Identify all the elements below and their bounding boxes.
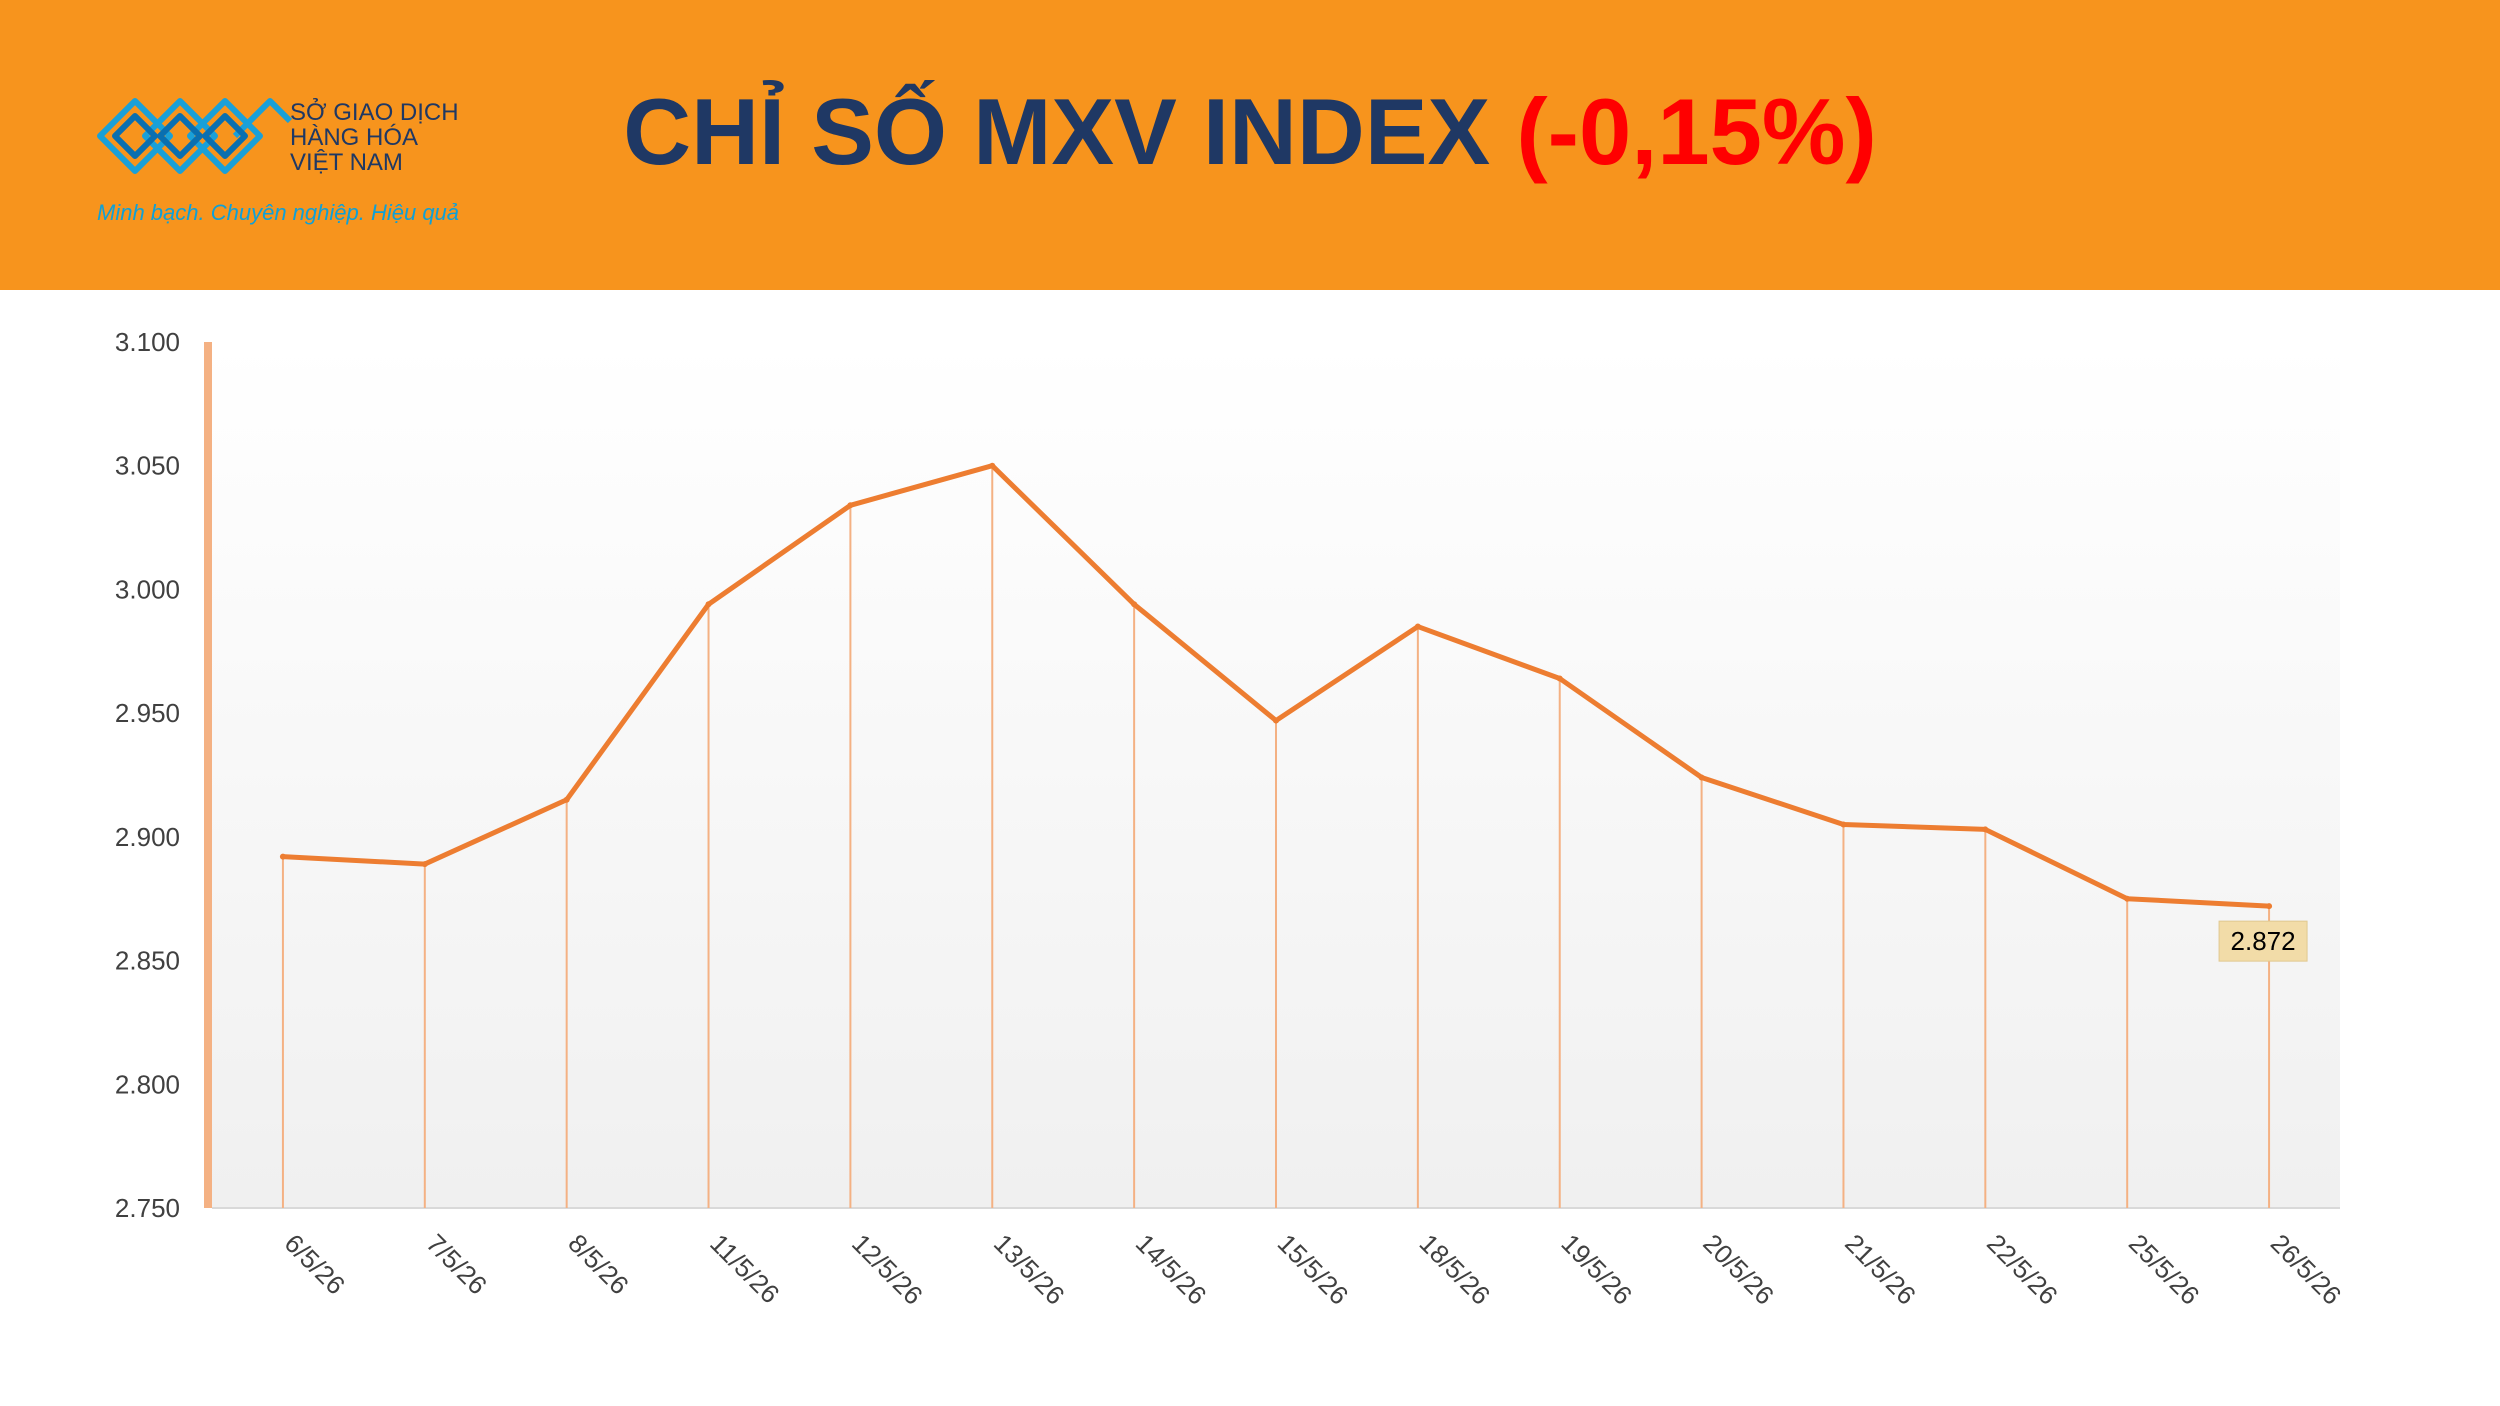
y-ticks: 2.750 2.800 2.850 2.900 2.950 3.000 3.050 3.100 bbox=[115, 327, 180, 1223]
data-point bbox=[2124, 895, 2131, 902]
y-tick-label: 2.900 bbox=[115, 822, 180, 852]
data-point bbox=[1556, 675, 1563, 682]
data-labels: 2.872 bbox=[2218, 920, 2308, 962]
x-tick-label: 13/5/26 bbox=[988, 1228, 1071, 1311]
x-tick-label: 18/5/26 bbox=[1414, 1228, 1497, 1311]
x-tick-label: 15/5/26 bbox=[1272, 1228, 1355, 1311]
drop-lines bbox=[281, 465, 2271, 1208]
y-axis-bar bbox=[204, 342, 212, 1208]
data-point bbox=[847, 502, 854, 509]
data-point bbox=[1414, 623, 1421, 630]
data-label-box bbox=[2218, 920, 2308, 962]
x-tick-label: 25/5/26 bbox=[2123, 1228, 2206, 1311]
y-tick-label: 2.950 bbox=[115, 698, 180, 728]
x-tick-label: 11/5/26 bbox=[704, 1228, 785, 1309]
y-tick-label: 3.100 bbox=[115, 327, 180, 357]
y-tick-label: 2.800 bbox=[115, 1069, 180, 1099]
data-label: 2.872 bbox=[2231, 926, 2296, 956]
x-tick-label: 12/5/26 bbox=[846, 1228, 929, 1311]
data-point bbox=[1982, 826, 1989, 833]
title-main: CHỈ SỐ MXV INDEX bbox=[623, 79, 1491, 184]
x-tick-label: 8/5/26 bbox=[562, 1228, 634, 1300]
data-point bbox=[563, 796, 570, 803]
data-point bbox=[1273, 717, 1279, 724]
y-tick-label: 2.850 bbox=[115, 946, 180, 976]
x-tick-label: 7/5/26 bbox=[421, 1228, 493, 1300]
data-point bbox=[1698, 774, 1705, 781]
logo-line-1: SỞ GIAO DỊCH bbox=[290, 99, 459, 126]
x-ticks: 6/5/26 7/5/26 8/5/26 11/5/26 12/5/26 13/5/26 1… bbox=[279, 1228, 2348, 1311]
mxv-logo-icon bbox=[97, 98, 293, 174]
x-tick-label: 14/5/26 bbox=[1130, 1228, 1213, 1311]
data-point bbox=[1840, 821, 1847, 828]
x-tick-label: 26/5/26 bbox=[2265, 1228, 2348, 1311]
data-point bbox=[989, 462, 996, 469]
page-title: CHỈ SỐ MXV INDEX (-0,15%) bbox=[0, 78, 2500, 186]
data-point bbox=[705, 601, 712, 608]
logo-line-3: VIỆT NAM bbox=[290, 149, 403, 176]
logo-line-2: HÀNG HÓA bbox=[290, 124, 419, 151]
data-points bbox=[279, 462, 2273, 910]
x-tick-label: 21/5/26 bbox=[1839, 1228, 1922, 1311]
title-change: (-0,15%) bbox=[1516, 79, 1877, 184]
x-tick-label: 20/5/26 bbox=[1697, 1228, 1780, 1311]
logo-text: SỞ GIAO DỊCH HÀNG HÓA VIỆT NAM bbox=[290, 100, 459, 175]
y-tick-label: 2.750 bbox=[115, 1193, 180, 1223]
data-point bbox=[1131, 601, 1138, 608]
data-point bbox=[279, 853, 286, 860]
logo-tagline: Minh bạch. Chuyên nghiệp. Hiệu quả bbox=[97, 200, 460, 225]
line-chart: 2.750 2.800 2.850 2.900 2.950 3.000 3.050 3.100… bbox=[115, 327, 2348, 1311]
x-tick-label: 6/5/26 bbox=[279, 1228, 351, 1300]
data-point bbox=[2266, 903, 2273, 910]
header-banner: SỞ GIAO DỊCH HÀNG HÓA VIỆT NAM Minh bạch… bbox=[0, 0, 2500, 290]
y-tick-label: 3.000 bbox=[115, 574, 180, 604]
y-tick-label: 3.050 bbox=[115, 451, 180, 481]
data-point bbox=[421, 861, 428, 868]
x-tick-label: 22/5/26 bbox=[1981, 1228, 2064, 1311]
x-tick-label: 19/5/26 bbox=[1555, 1228, 1638, 1311]
